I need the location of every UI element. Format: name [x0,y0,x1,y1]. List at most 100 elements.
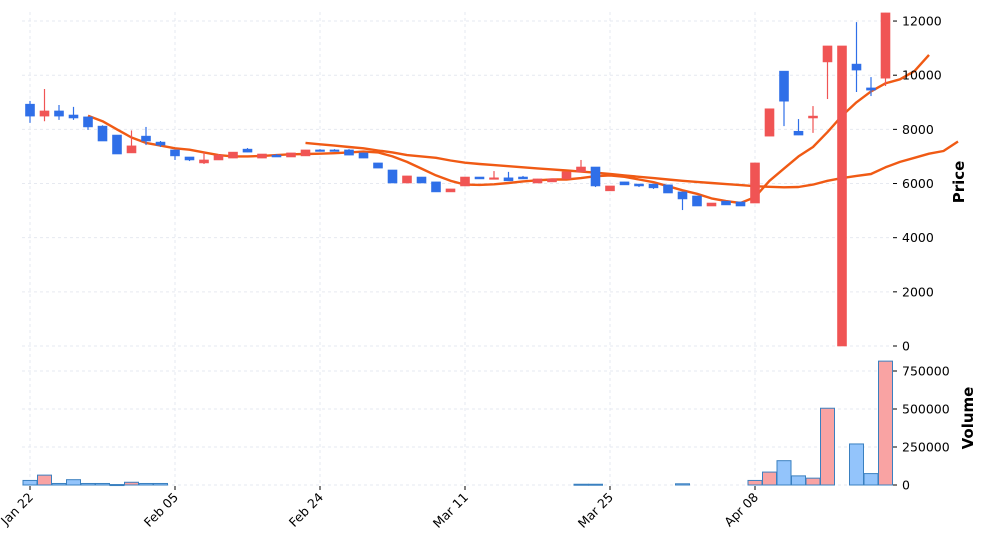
volume-bar [863,473,879,486]
volume-bar [849,443,864,486]
candle-body [735,201,746,207]
candle-body [199,159,209,164]
date-tick-label: Mar 25 [575,490,616,531]
moving-average-lines [87,54,959,205]
volume-bar [776,460,792,486]
date-tick-label: Jan 22 [0,490,36,529]
candle-body [648,183,659,189]
candle-body [489,177,499,180]
candle-body [793,130,804,136]
moving-average-line [87,54,930,205]
candle-body [228,151,238,159]
candle-body [822,45,833,63]
candle-body [184,156,195,161]
candle-body [561,171,572,180]
candle-body [315,149,325,152]
candle-body [474,176,485,180]
candle-body [344,149,354,156]
candle-body [706,202,717,207]
candle-body [503,177,514,182]
date-axis: Jan 22 Feb 05 Feb 24 Mar 11 Mar 25 Apr 08 [0,486,761,531]
volume-axis: 0 250000 500000 750000 [893,364,950,493]
volume-bar [153,482,168,486]
candle-body [837,45,847,347]
candle-body [677,191,688,200]
volume-bars [22,360,893,487]
candle-body [83,116,93,128]
candle-body [851,63,862,71]
candle-body [590,166,601,187]
date-tick-label: Feb 05 [141,490,181,530]
candle-body [25,103,35,117]
price-tick-label: 8000 [902,122,934,137]
price-tick-label: 12000 [902,14,942,29]
volume-bar [138,482,154,486]
volume-bar [573,483,589,486]
candle-body [764,108,775,137]
candle-body [460,176,470,187]
grid-lines [22,12,890,486]
candle-body [880,12,891,79]
candle-body [402,175,412,184]
candle-body [126,145,137,154]
price-candles [25,12,891,347]
candle-body [213,154,224,161]
candle-body [605,185,615,192]
volume-tick-label: 250000 [902,440,950,455]
price-tick-label: 2000 [902,284,934,299]
volume-bar [124,481,139,486]
candle-body [721,200,731,206]
candle-body [663,184,673,194]
candle-body [518,176,528,180]
candle-body [68,114,79,119]
volume-bar [805,477,821,486]
candle-body [750,162,760,204]
candle-body [54,110,64,117]
volume-bar [51,482,67,486]
candle-body [416,176,427,184]
price-tick-label: 6000 [902,176,934,191]
candle-body [692,195,702,207]
candle-body [97,125,108,142]
candle-body [387,169,398,184]
candle-body [271,154,282,158]
candle-body [576,166,586,173]
candle-body [547,178,557,183]
volume-bar [109,484,125,487]
volume-bar [820,407,835,486]
candle-body [112,134,122,155]
candle-body [373,162,383,169]
volume-bar [747,479,763,486]
candle-body [619,181,630,186]
volume-axis-title: Volume [959,387,977,450]
volume-bar [80,482,96,486]
candle-body [358,152,369,159]
candle-body [170,149,180,157]
price-tick-label: 10000 [902,68,942,83]
candle-body [329,149,340,152]
candle-body [242,148,253,153]
volume-bar [762,471,777,486]
candle-body [866,87,876,91]
candle-body [431,181,441,193]
candle-body [141,135,151,142]
date-tick-label: Apr 08 [721,489,761,529]
volume-bar [37,474,52,486]
volume-tick-label: 0 [902,478,910,493]
candle-body [779,70,789,102]
date-tick-label: Feb 24 [286,489,326,529]
candle-body [39,110,50,117]
candle-body [257,153,267,159]
volume-bar [95,482,110,486]
volume-bar [588,483,603,486]
moving-average-line [305,140,959,189]
price-tick-label: 0 [902,339,910,354]
volume-bar [791,475,806,486]
candle-body [634,183,644,187]
volume-bar [22,479,38,486]
volume-tick-label: 750000 [902,364,950,379]
price-axis: 0 2000 4000 6000 8000 10000 12000 [893,14,942,354]
candle-body [300,149,311,157]
price-axis-title: Price [950,161,968,204]
